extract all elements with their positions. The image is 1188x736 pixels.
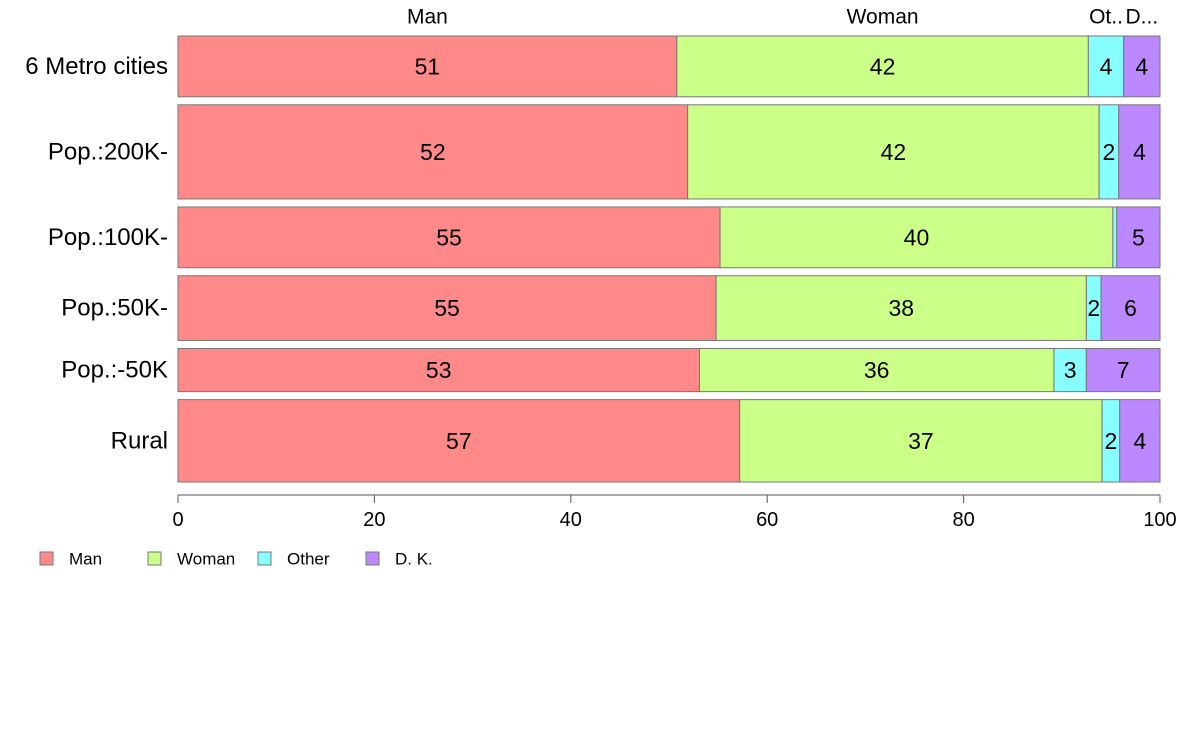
data-label-other-pop-50k: 2 — [1087, 295, 1100, 321]
bar-man-rural — [177, 399, 741, 483]
x-tick-label-0: 0 — [172, 509, 183, 531]
bar-woman-6-metro-cities — [676, 35, 1089, 98]
bar-d-k-6-metro-cities — [1123, 35, 1161, 98]
data-label-woman-rural: 37 — [908, 428, 934, 454]
legend-label-woman: Woman — [177, 550, 235, 569]
legend-label-man: Man — [69, 550, 102, 569]
top-label-woman: Woman — [847, 6, 919, 29]
top-label-d-k: D... — [1125, 6, 1158, 29]
bar-man-pop-100k — [177, 206, 721, 269]
bar-area: 51 42 4 452 42 2 455 40 555 38 2 653 36 3 757 37 2 4 — [177, 35, 1161, 483]
bar-d-k-pop-200k — [1118, 104, 1161, 200]
data-label-woman-6-metro-cities: 42 — [870, 53, 896, 79]
data-label-d-k-pop-100k: 5 — [1132, 224, 1145, 250]
data-label-man-rural: 57 — [446, 428, 472, 454]
data-label-d-k-pop-50k: 7 — [1117, 357, 1130, 383]
top-label-man: Man — [407, 6, 448, 29]
bar-other-6-metro-cities — [1087, 35, 1125, 98]
data-label-d-k-rural: 4 — [1133, 428, 1146, 454]
bar-d-k-pop-100k — [1116, 206, 1161, 269]
x-axis: 0 20 40 60 80 100 — [172, 494, 1177, 531]
category-label-pop-100k: Pop.:100K- — [48, 224, 168, 251]
data-label-woman-pop-50k: 38 — [888, 295, 914, 321]
data-label-woman-pop-100k: 40 — [904, 224, 930, 250]
x-tick-label-60: 60 — [756, 509, 778, 531]
legend-swatch-woman — [147, 551, 162, 566]
bar-man-pop-50k — [177, 347, 700, 393]
legend-swatch-d-k — [365, 551, 380, 566]
data-label-d-k-pop-50k: 6 — [1124, 295, 1137, 321]
top-label-other: Ot.. — [1089, 6, 1123, 29]
legend-label-other: Other — [287, 550, 330, 569]
data-label-woman-pop-50k: 36 — [864, 357, 890, 383]
data-label-man-pop-50k: 53 — [426, 357, 452, 383]
bar-other-pop-100k — [1112, 206, 1118, 269]
legend-label-d-k: D. K. — [395, 550, 433, 569]
category-label-pop-50k: Pop.:50K- — [61, 295, 168, 322]
category-label-rural: Rural — [111, 427, 168, 454]
legend-swatch-other — [257, 551, 272, 566]
legend: Man Woman Other D. K. — [39, 550, 433, 569]
x-tick-label-20: 20 — [363, 509, 385, 531]
category-label-pop-200k: Pop.:200K- — [48, 138, 168, 165]
bar-woman-pop-200k — [687, 104, 1100, 200]
category-label-pop-50k: Pop.:-50K — [61, 357, 168, 384]
data-label-man-6-metro-cities: 51 — [415, 53, 441, 79]
data-label-other-6-metro-cities: 4 — [1100, 53, 1113, 79]
bar-man-pop-200k — [177, 104, 689, 200]
data-label-man-pop-100k: 55 — [436, 224, 462, 250]
bar-d-k-pop-50k — [1100, 275, 1161, 341]
bar-d-k-rural — [1119, 399, 1161, 483]
bar-woman-pop-50k — [715, 275, 1087, 341]
x-tick-label-80: 80 — [952, 509, 974, 531]
x-tick-label-100: 100 — [1143, 509, 1176, 531]
data-label-other-rural: 2 — [1105, 428, 1118, 454]
category-labels: 6 Metro cities Pop.:200K- Pop.:100K- Pop.:5… — [25, 53, 168, 454]
bar-d-k-pop-50k — [1085, 347, 1161, 393]
bar-man-pop-50k — [177, 275, 717, 341]
data-label-man-pop-200k: 52 — [420, 139, 446, 165]
x-tick-label-40: 40 — [560, 509, 582, 531]
data-label-other-pop-200k: 2 — [1103, 139, 1116, 165]
legend-swatch-man — [39, 551, 54, 566]
category-label-6-metro-cities: 6 Metro cities — [25, 53, 168, 80]
data-label-woman-pop-200k: 42 — [881, 139, 907, 165]
bar-woman-pop-100k — [719, 206, 1114, 269]
data-label-d-k-6-metro-cities: 4 — [1135, 53, 1148, 79]
data-label-d-k-pop-200k: 4 — [1133, 139, 1146, 165]
data-label-man-pop-50k: 55 — [434, 295, 460, 321]
top-series-labels: Man Woman Ot.. D... — [407, 6, 1158, 29]
data-label-other-pop-50k: 3 — [1064, 357, 1077, 383]
bar-man-6-metro-cities — [177, 35, 678, 98]
